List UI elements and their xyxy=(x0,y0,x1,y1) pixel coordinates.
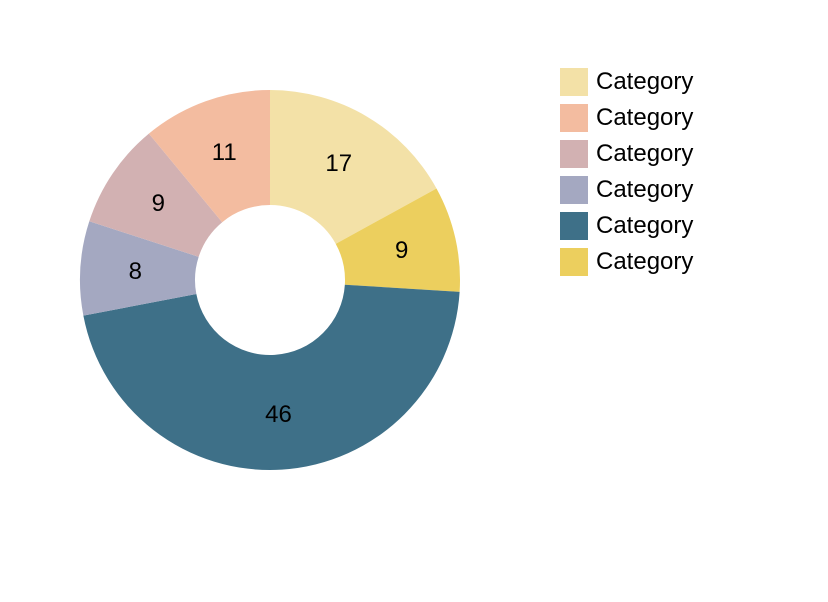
legend-item: Category xyxy=(560,176,693,204)
chart-legend: Category Category Category Category Category… xyxy=(560,68,693,284)
legend-item: Category xyxy=(560,212,693,240)
legend-item: Category xyxy=(560,68,693,96)
legend-label: Category xyxy=(596,176,693,204)
legend-label: Category xyxy=(596,68,693,96)
legend-label: Category xyxy=(596,104,693,132)
donut-slice-label: 9 xyxy=(395,237,408,265)
legend-label: Category xyxy=(596,140,693,168)
donut-slice-label: 9 xyxy=(152,190,165,218)
donut-slice-label: 11 xyxy=(212,139,237,167)
legend-swatch xyxy=(560,104,588,132)
legend-swatch xyxy=(560,140,588,168)
donut-chart-svg xyxy=(0,0,828,602)
legend-item: Category xyxy=(560,104,693,132)
legend-swatch xyxy=(560,212,588,240)
donut-slice-label: 8 xyxy=(129,258,142,286)
legend-label: Category xyxy=(596,248,693,276)
donut-slice-label: 17 xyxy=(325,150,352,178)
legend-swatch xyxy=(560,176,588,204)
legend-item: Category xyxy=(560,248,693,276)
legend-label: Category xyxy=(596,212,693,240)
legend-swatch xyxy=(560,68,588,96)
donut-chart-container: 179468911 CategoryCategoryCategoryCatego… xyxy=(0,0,828,602)
legend-item: Category xyxy=(560,140,693,168)
donut-slice-label: 46 xyxy=(265,401,292,429)
legend-swatch xyxy=(560,248,588,276)
